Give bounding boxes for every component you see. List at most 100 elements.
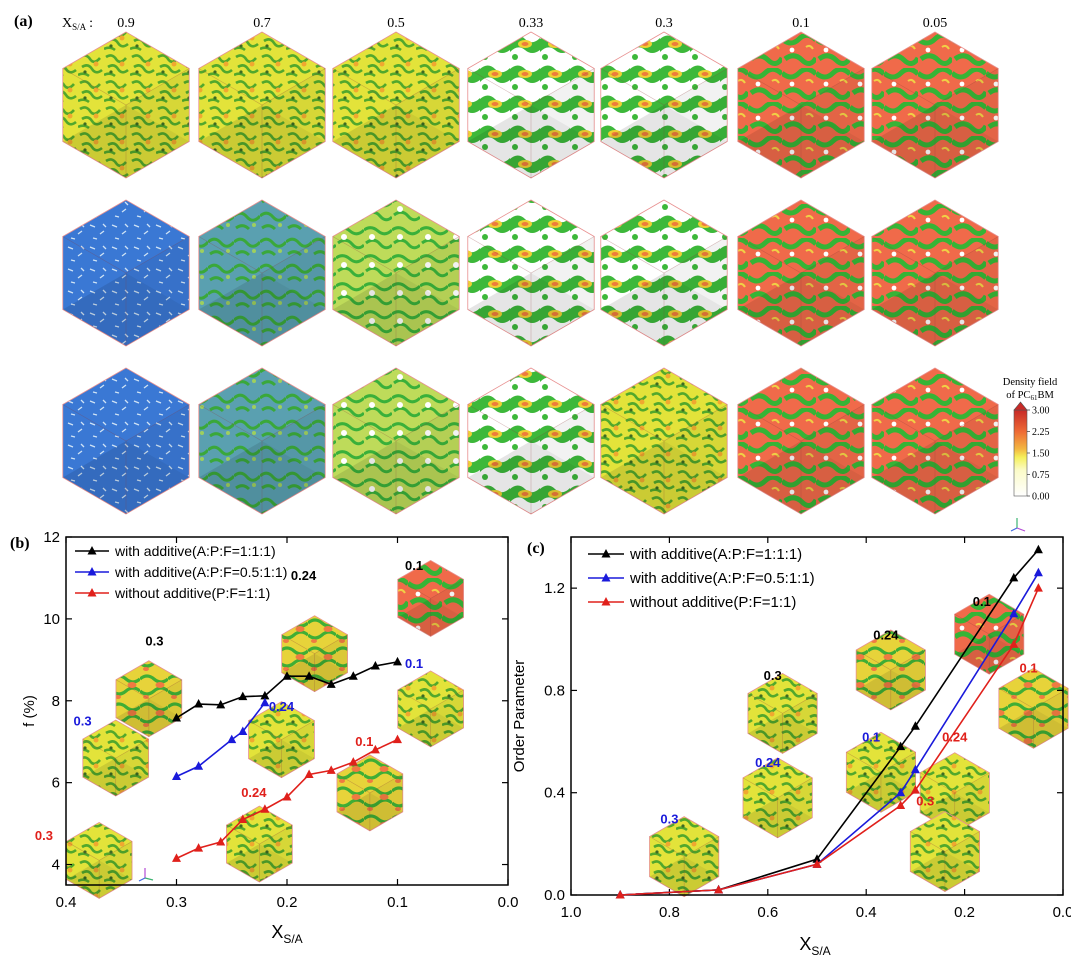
x-sa-column-label: 0.05 <box>923 16 948 31</box>
colorbar-title-1: Density field <box>1003 377 1058 388</box>
data-point-marker <box>615 890 625 899</box>
morphology-cube <box>467 367 595 515</box>
x-sa-column-label: 0.33 <box>519 16 544 31</box>
data-point-marker <box>393 734 402 744</box>
data-point-marker <box>238 726 248 735</box>
morphology-inset-cube <box>649 816 720 898</box>
data-point-marker <box>896 741 906 751</box>
data-point-marker <box>304 671 314 680</box>
x-tick-label: 0.0 <box>1053 904 1071 921</box>
data-point-marker <box>194 699 204 708</box>
data-point-marker <box>304 769 314 778</box>
data-point-marker <box>216 837 226 846</box>
annotation-label: 0.3 <box>660 811 678 826</box>
colorbar-tick-label: 0.75 <box>1032 470 1050 481</box>
panel-b-legend: with additive(A:P:F=1:1:1) with additive(… <box>75 543 287 601</box>
morphology-inset-cube <box>397 670 464 748</box>
data-point-marker <box>326 679 336 688</box>
x-sa-column-label: 0.7 <box>253 16 271 31</box>
x-tick-label: 1.0 <box>561 904 582 921</box>
x-sa-column-label: 0.3 <box>655 16 673 31</box>
data-point-marker <box>216 699 226 709</box>
data-point-marker <box>370 744 380 754</box>
colorbar-arrow <box>1013 401 1028 411</box>
legend-marker <box>87 588 97 597</box>
morphology-inset-cube <box>281 615 348 693</box>
data-point-marker <box>1009 608 1019 618</box>
y-tick-label: 1.2 <box>544 580 565 597</box>
data-point-marker <box>910 764 920 774</box>
morphology-cube <box>871 31 999 179</box>
colorbar-tick-label: 2.25 <box>1032 427 1050 438</box>
panel-c-chart: (c) 1.0 0.8 0.6 0.4 0.2 0.0 0.0 0.4 0.8 1.2 0.1 0.… <box>511 536 1071 957</box>
x-tick-label: 0.6 <box>757 904 778 921</box>
y-tick-label: 10 <box>43 611 60 628</box>
morphology-cube <box>600 31 728 179</box>
data-point-marker <box>1033 544 1043 554</box>
data-point-marker <box>326 765 336 774</box>
data-point-marker <box>1033 583 1043 592</box>
x-tick-label: 0.4 <box>56 894 77 911</box>
data-point-marker <box>260 804 270 813</box>
morphology-inset-cube <box>82 719 150 797</box>
axes-triad-icon <box>1010 518 1026 532</box>
y-tick-label: 6 <box>52 775 60 792</box>
morphology-cube <box>198 367 326 515</box>
data-point-marker <box>194 843 204 852</box>
morphology-inset-cube <box>115 660 183 738</box>
panel-c-ylabel: Order Parameter <box>511 660 528 773</box>
morphology-cube <box>332 367 460 515</box>
y-tick-label: 4 <box>52 857 60 874</box>
morphology-inset-cube <box>248 701 315 779</box>
morphology-inset-cube <box>998 667 1069 749</box>
morphology-cube <box>871 367 999 515</box>
morphology-cube <box>62 367 190 515</box>
legend-marker <box>601 573 611 582</box>
data-point-marker <box>260 697 270 707</box>
morphology-cube <box>737 367 865 515</box>
data-point-marker <box>1009 639 1019 648</box>
panel-c-legend: with additive(A:P:F=1:1:1) with additive(… <box>588 546 815 611</box>
data-point-marker <box>282 791 292 801</box>
data-point-marker <box>370 660 380 670</box>
annotation-label: 0.1 <box>1020 661 1038 676</box>
density-colorbar: Density field of PC61BM 3.00 2.25 1.50 0.75… <box>1003 377 1058 532</box>
morphology-inset-cube <box>742 757 813 839</box>
legend-marker <box>601 597 611 606</box>
morphology-cube <box>871 199 999 347</box>
data-point-marker <box>714 884 724 894</box>
data-point-marker <box>227 734 237 744</box>
y-tick-label: 0.0 <box>544 887 565 904</box>
panel-c-label: (c) <box>527 540 545 557</box>
x-tick-label: 0.0 <box>498 894 519 911</box>
legend-marker <box>601 549 611 558</box>
x-tick-label: 0.1 <box>387 894 408 911</box>
annotation-label: 0.1 <box>405 656 423 671</box>
annotation-label: 0.3 <box>145 633 163 648</box>
annotation-label: 0.3 <box>916 794 934 809</box>
data-point-marker <box>238 691 248 701</box>
colorbar-tick-label: 3.00 <box>1032 406 1050 417</box>
legend-marker <box>87 546 97 555</box>
data-point-marker <box>1033 567 1043 577</box>
y-tick-label: 0.4 <box>544 785 565 802</box>
colorbar-tick-label: 1.50 <box>1032 449 1050 460</box>
x-sa-label: XS/A: <box>62 16 93 32</box>
x-tick-label: 0.2 <box>277 894 298 911</box>
morphology-inset-cube <box>336 754 404 832</box>
morphology-cube <box>62 31 190 179</box>
legend-label: with additive(A:P:F=1:1:1) <box>114 543 276 559</box>
legend-label: with additive(A:P:F=1:1:1) <box>629 546 802 563</box>
x-sa-column-label: 0.1 <box>792 16 810 31</box>
annotation-label: 0.24 <box>755 755 781 770</box>
data-point-marker <box>910 721 920 730</box>
legend-marker <box>87 567 97 576</box>
morphology-inset-cube <box>855 629 926 711</box>
panel-c-frame <box>570 536 1064 896</box>
data-point-marker <box>172 712 181 722</box>
legend-label: with additive(A:P:F=0.5:1:1) <box>114 564 287 580</box>
panel-b-chart: (b) 0.4 0.3 0.2 0.1 0.0 4 6 8 10 12 0.1 0.24 0.3 0.1… <box>10 529 518 946</box>
x-sa-column-label: 0.5 <box>387 16 405 31</box>
panel-b-xlabel: XS/A <box>271 922 302 946</box>
annotation-label: 0.1 <box>862 730 880 745</box>
